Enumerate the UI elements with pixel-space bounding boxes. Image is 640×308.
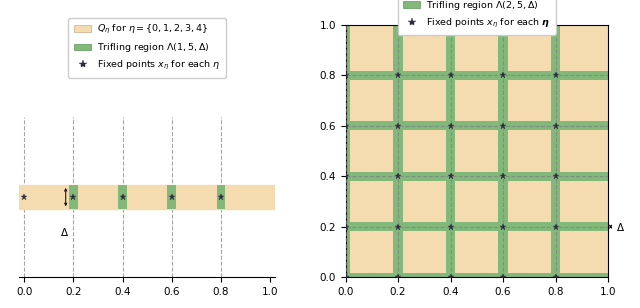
Text: $\Delta$: $\Delta$ [616,221,625,233]
Legend: $Q_{\boldsymbol{\eta}}$ for $\boldsymbol{\eta} = \{0, 1, 2, 3, 4\}^2$, Trifling : $Q_{\boldsymbol{\eta}}$ for $\boldsymbol… [397,0,556,35]
Bar [346,71,608,80]
Bar [19,185,275,209]
Bar [346,273,608,282]
Bar [346,121,608,130]
Bar [499,25,508,277]
Bar [446,25,455,277]
Bar [69,185,78,209]
Bar [168,185,176,209]
Legend: $Q_\eta$ for $\eta = \{0, 1, 2, 3, 4\}$, Trifling region $\Lambda(1, 5, \Delta)$: $Q_\eta$ for $\eta = \{0, 1, 2, 3, 4\}$,… [68,18,226,78]
Bar [341,25,350,277]
Text: $\Delta$: $\Delta$ [60,226,69,238]
Bar [394,25,403,277]
Polygon shape [346,25,608,277]
Bar [118,185,127,209]
Bar [216,185,225,209]
Bar [551,25,560,277]
Bar [346,172,608,181]
Bar [346,222,608,231]
